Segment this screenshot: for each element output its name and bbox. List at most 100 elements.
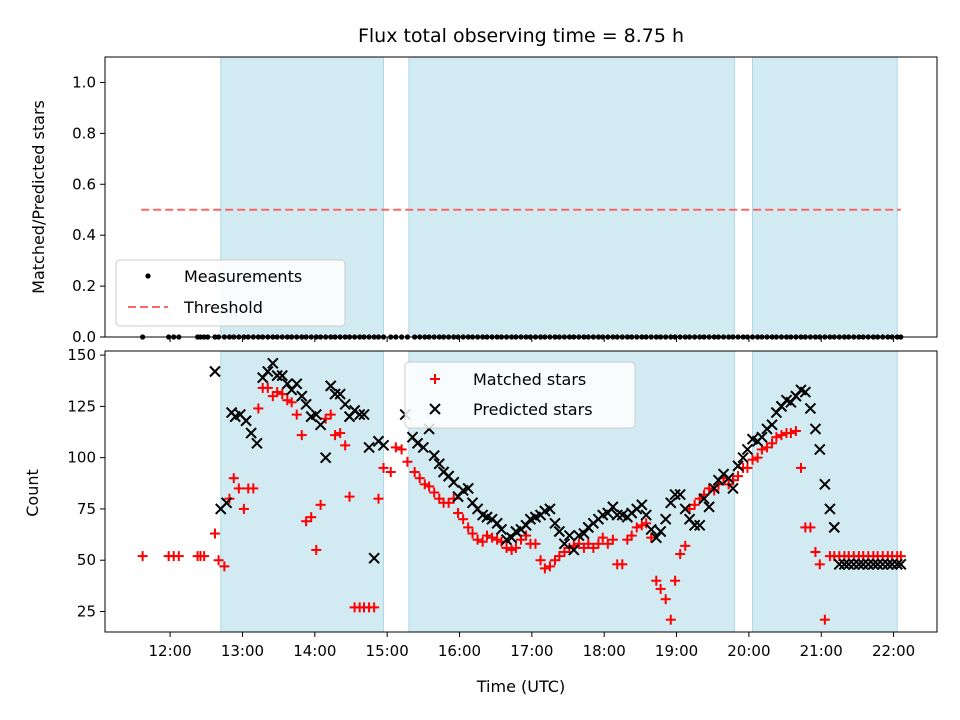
legend-threshold-label: Threshold — [183, 298, 263, 317]
predicted-star-marker — [353, 408, 366, 421]
marker-stroke — [334, 388, 346, 400]
predicted-star-marker — [368, 552, 380, 564]
matched-star-marker — [689, 499, 700, 510]
y-tick-label: 0.6 — [72, 175, 96, 193]
marker-stroke — [368, 552, 380, 564]
legend-measurement-marker — [145, 273, 151, 279]
marker-stroke — [558, 538, 571, 550]
predicted-star-marker — [636, 499, 648, 511]
x-tick-label: 20:00 — [727, 642, 770, 660]
matched-star-marker — [767, 438, 778, 449]
marker-stroke — [429, 403, 441, 415]
predicted-star-marker — [877, 558, 889, 571]
predicted-star-marker — [727, 482, 739, 495]
predicted-star-marker — [891, 558, 903, 571]
y-tick-label: 150 — [67, 346, 96, 364]
matched-star-marker — [253, 403, 264, 414]
x-tick-label: 19:00 — [655, 642, 698, 660]
matched-star-marker — [680, 540, 691, 551]
predicted-star-marker — [296, 390, 308, 402]
predicted-star-marker — [688, 519, 701, 532]
matched-star-marker — [137, 551, 148, 562]
legend-box — [115, 259, 346, 327]
matched-star-marker — [492, 534, 503, 545]
marker-stroke — [607, 501, 619, 513]
marker-stroke — [240, 415, 252, 427]
matched-star-marker — [385, 467, 396, 478]
marker-stroke — [448, 476, 460, 488]
matched-star-marker — [330, 430, 341, 441]
top-panel: 0.0 0.2 0.4 0.6 0.8 1.0 — [72, 56, 938, 346]
matched-star-marker — [761, 442, 772, 453]
marker-stroke — [882, 558, 894, 571]
matched-star-marker — [248, 483, 259, 494]
predicted-star-marker — [262, 365, 274, 378]
matched-star-marker — [306, 512, 317, 523]
y-tick-label: 0.0 — [72, 328, 96, 346]
predicted-star-marker — [853, 558, 865, 571]
predicted-star-marker — [544, 503, 556, 515]
marker-stroke — [428, 449, 440, 462]
predicted-star-marker — [448, 476, 460, 488]
matched-star-marker — [559, 547, 570, 558]
predicted-star-marker — [281, 378, 294, 390]
marker-stroke — [741, 443, 754, 456]
x-tick-label: 12:00 — [148, 642, 191, 660]
predicted-star-marker — [325, 380, 337, 392]
marker-stroke — [665, 497, 677, 509]
matched-star-marker — [390, 442, 401, 453]
marker-stroke — [891, 558, 903, 571]
marker-stroke — [220, 497, 233, 509]
predicted-star-marker — [698, 492, 710, 505]
marker-stroke — [867, 558, 880, 571]
predicted-star-marker — [428, 449, 440, 462]
matched-star-marker — [199, 551, 210, 562]
bottom-y-axis-label: Count — [23, 469, 42, 517]
marker-stroke — [853, 558, 865, 571]
marker-stroke — [824, 503, 836, 515]
matched-star-marker — [228, 473, 239, 484]
marker-stroke — [799, 386, 812, 398]
matched-star-marker — [209, 528, 220, 539]
marker-stroke — [433, 458, 445, 470]
predicted-star-marker — [310, 408, 322, 421]
predicted-star-marker — [799, 386, 812, 398]
matched-star-marker — [477, 536, 488, 547]
matched-star-marker — [506, 544, 517, 555]
x-tick-label: 16:00 — [438, 642, 481, 660]
matched-star-marker — [539, 563, 550, 574]
marker-stroke — [693, 519, 706, 532]
y-tick-label: 0.4 — [72, 226, 96, 244]
matched-star-marker — [340, 440, 351, 451]
y-tick-label: 1.0 — [72, 73, 96, 91]
marker-stroke — [495, 523, 508, 536]
matched-star-marker — [588, 542, 599, 553]
x-tick-label: 15:00 — [366, 642, 409, 660]
matched-star-marker — [277, 389, 288, 400]
marker-stroke — [679, 503, 691, 515]
predicted-star-marker — [756, 431, 768, 443]
x-tick-label: 22:00 — [872, 642, 915, 660]
bottom-plot-frame — [104, 350, 938, 633]
matched-star-marker — [814, 559, 825, 570]
legend-predicted-marker — [429, 403, 441, 415]
predicted-star-marker — [433, 458, 445, 470]
legend-matched-label: Matched stars — [473, 370, 586, 389]
predicted-star-marker — [245, 427, 257, 439]
marker-stroke — [300, 398, 312, 411]
predicted-star-marker — [848, 558, 860, 571]
predicted-star-marker — [732, 460, 744, 472]
marker-stroke — [877, 558, 889, 571]
marker-stroke — [722, 472, 735, 484]
matched-star-marker — [626, 530, 637, 541]
marker-stroke — [659, 513, 672, 525]
marker-stroke — [310, 408, 322, 421]
marker-stroke — [314, 419, 327, 431]
marker-stroke — [814, 443, 826, 456]
matched-star-marker — [262, 382, 273, 393]
matched-star-marker — [776, 430, 787, 441]
predicted-star-marker — [607, 501, 619, 513]
marker-stroke — [476, 509, 489, 521]
y-tick-label: 125 — [67, 397, 96, 415]
marker-stroke — [339, 398, 351, 411]
